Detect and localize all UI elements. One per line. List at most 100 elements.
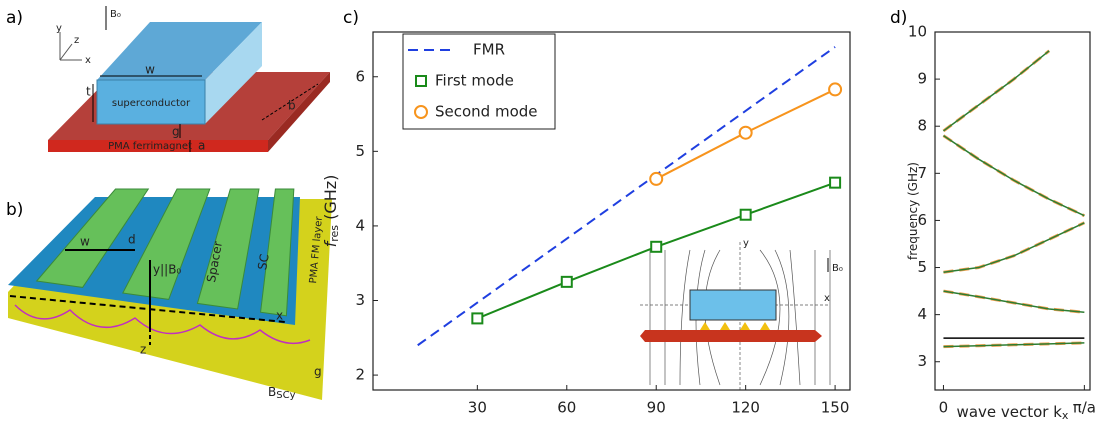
field-sub: SCy [276, 390, 295, 401]
y-tick-label: 4 [355, 216, 365, 234]
y-tick-label: 5 [355, 142, 365, 160]
layer-label: PMA ferrimagnet [108, 141, 192, 152]
inset-sc [689, 289, 777, 321]
x-tick-label: 120 [731, 399, 760, 417]
marker [829, 176, 842, 189]
legend-swatch [415, 75, 427, 87]
x-label-part: (mT) [599, 420, 642, 421]
sc-stripe [35, 188, 150, 288]
sc-stripe [122, 188, 211, 300]
axis-label: y [56, 23, 62, 34]
y-label-part: f [321, 239, 340, 247]
y-tick-label: 7 [917, 164, 927, 182]
axis-label: z [140, 343, 146, 357]
y-label-part: frequency (GHz) [906, 162, 920, 260]
x-axis-label: B0 (mT) [581, 420, 642, 421]
y-tick-label: 5 [917, 258, 927, 276]
y-tick-label: 9 [917, 70, 927, 88]
y-tick-label: 6 [917, 211, 927, 229]
panel-b: b) w d y||B₀ Spacer SC PMA FM layer x z … [6, 188, 332, 402]
y-label-part: res [328, 225, 341, 242]
dim-label: t [86, 85, 91, 99]
plot-frame [372, 31, 851, 391]
dashed-line [417, 46, 836, 347]
field-profile [14, 304, 311, 345]
legend-label: First mode [435, 72, 514, 90]
layer-label: SC [255, 253, 272, 271]
x-label-part: x [1062, 409, 1069, 421]
marker [560, 275, 573, 288]
layer-label: superconductor [112, 98, 191, 109]
axis-z [59, 43, 73, 61]
sc-front [96, 79, 206, 125]
marker [649, 171, 664, 186]
y-tick-label: 10 [908, 23, 927, 41]
dim-b [261, 83, 319, 121]
ferrimagnet-front [48, 140, 268, 152]
inset-c: y x B₀ [640, 238, 843, 390]
axis-label: x [85, 55, 91, 66]
series-line [943, 222, 1085, 273]
marker [738, 125, 753, 140]
panel-a: a) y z x B₀ w t superconductor g PMA fer… [6, 6, 330, 153]
axis-x [9, 295, 286, 323]
sc-side [205, 22, 262, 124]
inset-label: y [743, 238, 749, 249]
dim-label: w [80, 235, 90, 249]
x-tick-label: 60 [557, 399, 576, 417]
y-tick-label: 2 [355, 366, 365, 384]
panel-label: b) [6, 200, 23, 220]
series-line [943, 342, 1085, 348]
x-tick-label: 30 [468, 399, 487, 417]
inset-arrows [700, 322, 770, 330]
field-label: BSCy [268, 385, 296, 402]
x-axis-label: wave vector kx [957, 403, 1069, 421]
y-label-part: (GHz) [321, 175, 340, 225]
marker [650, 240, 663, 253]
panel-label: a) [6, 8, 23, 28]
panel-label: d) [890, 8, 907, 28]
dim-label: b [288, 99, 296, 113]
marker [828, 82, 843, 97]
field-label: B₀ [110, 9, 121, 20]
dashed-line [942, 134, 1085, 218]
axis-label: z [74, 35, 79, 46]
axis-label: y||B₀ [153, 263, 181, 277]
legend-swatch [414, 105, 428, 119]
sc-stripe [196, 188, 260, 310]
ferrimagnet-side [268, 72, 330, 152]
sc-top [97, 22, 262, 80]
y-tick-label: 4 [917, 305, 927, 323]
x-tick-label: 150 [821, 399, 850, 417]
panel-label: c) [343, 8, 359, 28]
y-tick-label: 8 [917, 117, 927, 135]
sc-stripe [260, 188, 295, 317]
dim-label: w [145, 63, 155, 77]
series-line [943, 135, 1085, 217]
y-tick-label: 3 [355, 291, 365, 309]
dim-label: a [198, 139, 205, 153]
inset-fm [640, 330, 822, 342]
legend-label: FMR [473, 41, 505, 59]
field-main: B [268, 385, 276, 399]
axis-label: x [276, 309, 283, 323]
x-label-part: B [581, 420, 592, 421]
dashed-line [943, 221, 1085, 274]
inset-label: B₀ [832, 263, 843, 274]
y-axis-label: fres (GHz) [321, 175, 342, 248]
inset-label: x [824, 293, 830, 304]
y-axis-label: frequency (GHz) [906, 162, 920, 260]
dim-label: g [172, 125, 180, 139]
y-tick-label: 6 [355, 67, 365, 85]
dim-label: d [128, 233, 136, 247]
series-line [943, 50, 1050, 132]
x-label-part: wave vector k [957, 403, 1063, 421]
series-line [943, 290, 1085, 314]
x-tick-label: 0 [939, 399, 949, 417]
x-tick-label: π/a [1073, 399, 1096, 417]
marker [739, 208, 752, 221]
legend-label: Second mode [435, 103, 538, 121]
y-tick-label: 3 [917, 352, 927, 370]
plot-frame [934, 31, 1091, 391]
